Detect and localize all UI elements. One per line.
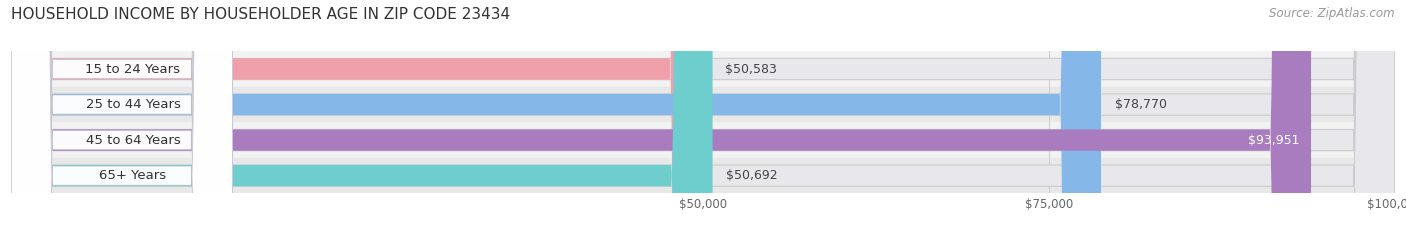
FancyBboxPatch shape [11,0,232,233]
FancyBboxPatch shape [11,0,1310,233]
Bar [11,87,1395,122]
Bar [11,122,1395,158]
Bar [11,51,1395,87]
Bar [11,158,1395,193]
FancyBboxPatch shape [11,0,713,233]
FancyBboxPatch shape [11,0,232,233]
Text: 65+ Years: 65+ Years [100,169,166,182]
FancyBboxPatch shape [11,0,1101,233]
Text: 45 to 64 Years: 45 to 64 Years [86,134,180,147]
Text: $93,951: $93,951 [1249,134,1301,147]
Text: 25 to 44 Years: 25 to 44 Years [86,98,180,111]
Text: HOUSEHOLD INCOME BY HOUSEHOLDER AGE IN ZIP CODE 23434: HOUSEHOLD INCOME BY HOUSEHOLDER AGE IN Z… [11,7,510,22]
FancyBboxPatch shape [11,0,232,233]
FancyBboxPatch shape [11,0,1395,233]
Text: Source: ZipAtlas.com: Source: ZipAtlas.com [1270,7,1395,20]
FancyBboxPatch shape [11,0,1395,233]
FancyBboxPatch shape [11,0,232,233]
Text: $50,692: $50,692 [727,169,778,182]
FancyBboxPatch shape [11,0,711,233]
FancyBboxPatch shape [11,0,1395,233]
Text: $78,770: $78,770 [1115,98,1167,111]
Text: $50,583: $50,583 [725,62,776,75]
Text: 15 to 24 Years: 15 to 24 Years [86,62,180,75]
FancyBboxPatch shape [11,0,1395,233]
